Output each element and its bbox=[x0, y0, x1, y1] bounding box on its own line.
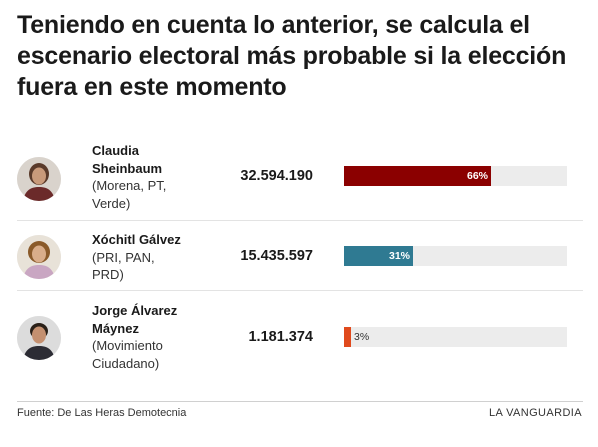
vote-count: 1.181.374 bbox=[248, 329, 313, 345]
footer-divider bbox=[17, 401, 583, 402]
candidate-name-cont: Sheinbaum bbox=[92, 160, 163, 176]
bar-fill bbox=[344, 327, 351, 347]
candidate-info: Xóchitl Gálvez (PRI, PAN, PRD) bbox=[92, 231, 207, 284]
candidate-info: Claudia Sheinbaum (Morena, PT, Verde) bbox=[92, 142, 207, 212]
candidate-party: (PRI, PAN, bbox=[92, 249, 155, 265]
bar-pct-label: 3% bbox=[354, 331, 370, 343]
bar-pct-label: 66% bbox=[466, 170, 488, 182]
candidate-name: Jorge Álvarez bbox=[92, 303, 178, 318]
candidate-party-cont: Verde) bbox=[92, 195, 131, 211]
candidate-row-galvez: Xóchitl Gálvez (PRI, PAN, PRD) 15.435.59… bbox=[17, 220, 583, 290]
bar-fill bbox=[344, 246, 413, 266]
candidate-name: Xóchitl Gálvez bbox=[92, 232, 181, 247]
page-title: Teniendo en cuenta lo anterior, se calcu… bbox=[17, 11, 567, 101]
candidate-name: Claudia bbox=[92, 143, 139, 158]
brand-logo-text: LA VANGUARDIA bbox=[488, 407, 582, 419]
vote-count: 15.435.597 bbox=[240, 248, 313, 264]
candidate-photo-icon bbox=[17, 157, 61, 201]
candidate-photo-icon bbox=[17, 316, 61, 360]
bar-track: 3% bbox=[344, 327, 567, 347]
source-note: Fuente: De Las Heras Demotecnia bbox=[17, 407, 187, 419]
candidate-photo-icon bbox=[17, 235, 61, 279]
candidate-info: Jorge Álvarez Máynez (Movimiento Ciudada… bbox=[92, 302, 207, 372]
vote-count: 32.594.190 bbox=[240, 168, 313, 184]
candidate-row-maynez: Jorge Álvarez Máynez (Movimiento Ciudada… bbox=[17, 290, 583, 385]
bar-fill bbox=[344, 166, 491, 186]
candidate-party-cont: Ciudadano) bbox=[92, 355, 160, 371]
candidate-row-sheinbaum: Claudia Sheinbaum (Morena, PT, Verde) 32… bbox=[17, 140, 583, 220]
row-divider bbox=[17, 220, 583, 221]
candidate-name-cont: Máynez bbox=[92, 320, 139, 336]
bar-track: 31% bbox=[344, 246, 567, 266]
row-divider bbox=[17, 290, 583, 291]
bar-pct-label: 31% bbox=[388, 250, 410, 262]
bar-track: 66% bbox=[344, 166, 567, 186]
candidate-party: (Morena, PT, bbox=[92, 178, 167, 193]
candidate-party-cont: PRD) bbox=[92, 267, 124, 282]
candidate-party: (Movimiento bbox=[92, 338, 163, 353]
